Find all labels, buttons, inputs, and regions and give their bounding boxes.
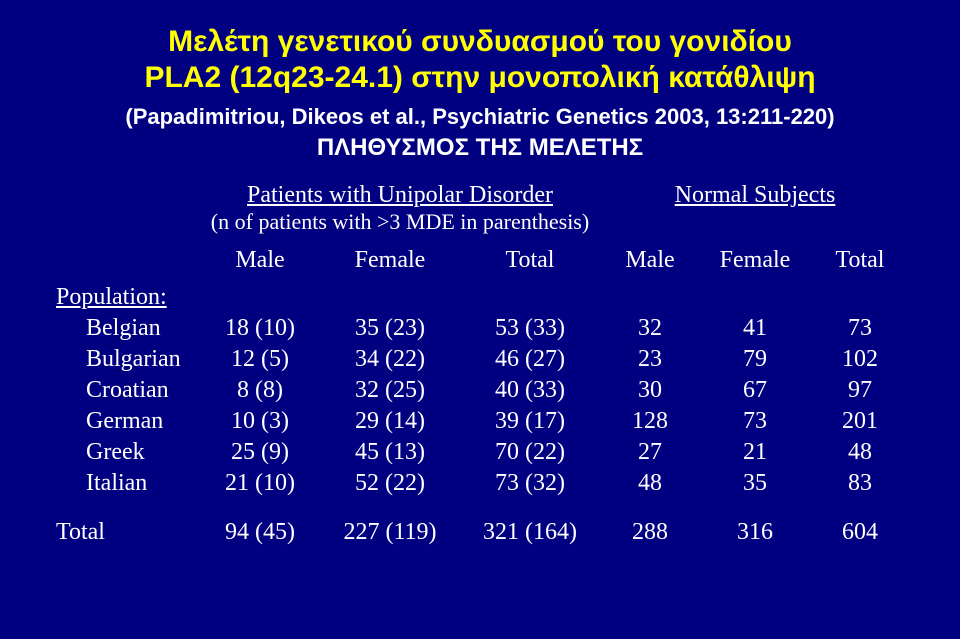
subheading: ΠΛΗΘΥΣΜΟΣ ΤΗΣ ΜΕΛΕΤΗΣ [40, 134, 920, 162]
cell: 94 (45) [200, 517, 320, 548]
cell: 39 (17) [460, 406, 600, 437]
cell: 48 [600, 468, 700, 499]
column-header-row: Male Female Total Male Female Total [50, 245, 910, 282]
title-line-1: Μελέτη γενετικού συνδυασμού του γονιδίου [168, 25, 792, 58]
cell: 34 (22) [320, 344, 460, 375]
col-male-patients: Male [200, 245, 320, 282]
slide-title: Μελέτη γενετικού συνδυασμού του γονιδίου… [40, 24, 920, 96]
patients-group-header: Patients with Unipolar Disorder [200, 180, 600, 209]
cell: 45 (13) [320, 437, 460, 468]
normals-group-header: Normal Subjects [600, 180, 910, 209]
cell: 70 (22) [460, 437, 600, 468]
slide: Μελέτη γενετικού συνδυασμού του γονιδίου… [0, 0, 960, 639]
population-label: Population: [50, 282, 200, 313]
cell: 67 [700, 375, 810, 406]
cell: 12 (5) [200, 344, 320, 375]
cell: 316 [700, 517, 810, 548]
citation: (Papadimitriou, Dikeos et al., Psychiatr… [40, 104, 920, 130]
table-row: German 10 (3) 29 (14) 39 (17) 128 73 201 [50, 406, 910, 437]
col-female-patients: Female [320, 245, 460, 282]
title-line-2: PLA2 (12q23-24.1) στην μονοπολική κατάθλ… [144, 61, 815, 94]
cell: 604 [810, 517, 910, 548]
cell: 40 (33) [460, 375, 600, 406]
table-row: Bulgarian 12 (5) 34 (22) 46 (27) 23 79 1… [50, 344, 910, 375]
cell: 73 [700, 406, 810, 437]
country-name: Greek [50, 437, 200, 468]
table-row: Croatian 8 (8) 32 (25) 40 (33) 30 67 97 [50, 375, 910, 406]
cell: 102 [810, 344, 910, 375]
cell: 73 [810, 313, 910, 344]
cell: 10 (3) [200, 406, 320, 437]
patients-group-note: (n of patients with >3 MDE in parenthesi… [200, 209, 600, 245]
cell: 21 [700, 437, 810, 468]
col-total-normals: Total [810, 245, 910, 282]
cell: 18 (10) [200, 313, 320, 344]
cell: 25 (9) [200, 437, 320, 468]
cell: 52 (22) [320, 468, 460, 499]
cell: 83 [810, 468, 910, 499]
cell: 29 (14) [320, 406, 460, 437]
cell: 97 [810, 375, 910, 406]
country-name: Croatian [50, 375, 200, 406]
cell: 53 (33) [460, 313, 600, 344]
cell: 201 [810, 406, 910, 437]
cell: 227 (119) [320, 517, 460, 548]
population-table: Patients with Unipolar Disorder Normal S… [50, 180, 910, 548]
spacer [50, 499, 910, 517]
population-label-row: Population: [50, 282, 910, 313]
group-note-row: (n of patients with >3 MDE in parenthesi… [50, 209, 910, 245]
totals-label: Total [50, 517, 200, 548]
table-row: Italian 21 (10) 52 (22) 73 (32) 48 35 83 [50, 468, 910, 499]
cell: 48 [810, 437, 910, 468]
table-row: Belgian 18 (10) 35 (23) 53 (33) 32 41 73 [50, 313, 910, 344]
cell: 21 (10) [200, 468, 320, 499]
cell: 288 [600, 517, 700, 548]
table-row: Greek 25 (9) 45 (13) 70 (22) 27 21 48 [50, 437, 910, 468]
group-header-row: Patients with Unipolar Disorder Normal S… [50, 180, 910, 209]
cell: 8 (8) [200, 375, 320, 406]
country-name: Bulgarian [50, 344, 200, 375]
cell: 128 [600, 406, 700, 437]
totals-row: Total 94 (45) 227 (119) 321 (164) 288 31… [50, 517, 910, 548]
col-female-normals: Female [700, 245, 810, 282]
country-name: Italian [50, 468, 200, 499]
col-male-normals: Male [600, 245, 700, 282]
cell: 32 (25) [320, 375, 460, 406]
cell: 46 (27) [460, 344, 600, 375]
cell: 73 (32) [460, 468, 600, 499]
country-name: Belgian [50, 313, 200, 344]
country-name: German [50, 406, 200, 437]
cell: 32 [600, 313, 700, 344]
col-total-patients: Total [460, 245, 600, 282]
study-table: Patients with Unipolar Disorder Normal S… [50, 180, 910, 548]
cell: 23 [600, 344, 700, 375]
cell: 30 [600, 375, 700, 406]
cell: 35 (23) [320, 313, 460, 344]
cell: 41 [700, 313, 810, 344]
cell: 79 [700, 344, 810, 375]
cell: 27 [600, 437, 700, 468]
cell: 35 [700, 468, 810, 499]
cell: 321 (164) [460, 517, 600, 548]
